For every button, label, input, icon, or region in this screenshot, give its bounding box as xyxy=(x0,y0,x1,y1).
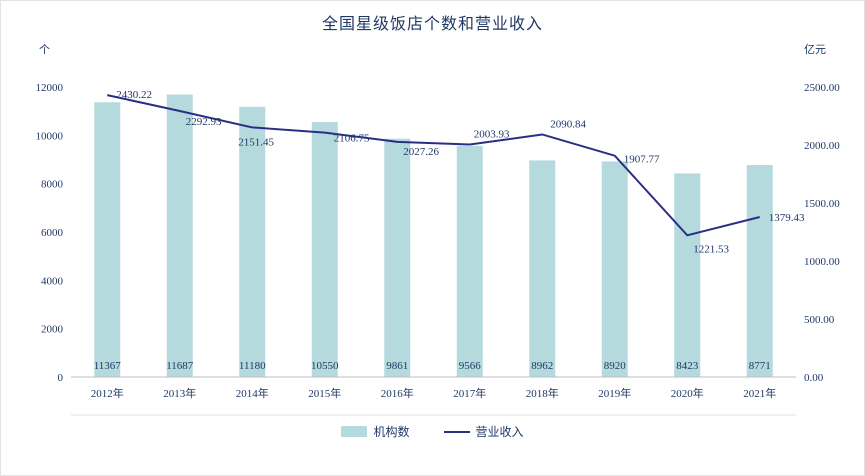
right-axis-tick: 2000.00 xyxy=(804,140,840,152)
line-value-label: 1907.77 xyxy=(624,154,660,166)
right-axis-unit: 亿元 xyxy=(804,43,826,56)
right-axis-tick: 500.00 xyxy=(804,314,835,326)
right-axis-tick: 1000.00 xyxy=(804,256,840,268)
line-value-label: 2292.93 xyxy=(186,116,222,128)
left-axis-tick: 10000 xyxy=(36,130,64,142)
legend-label-line: 营业收入 xyxy=(475,425,524,439)
x-axis-label: 2012年 xyxy=(91,386,124,400)
x-axis-label: 2019年 xyxy=(598,386,631,400)
bar-swatch-icon xyxy=(341,426,368,437)
x-axis-label: 2021年 xyxy=(743,386,776,400)
bar-value-label: 8771 xyxy=(749,360,771,372)
bar-value-label: 11180 xyxy=(239,360,266,372)
line-value-label: 2027.26 xyxy=(403,146,439,158)
chart-title: 全国星级饭店个数和营业收入 xyxy=(321,16,543,33)
x-axis-label: 2015年 xyxy=(308,386,341,400)
left-axis-tick: 0 xyxy=(58,372,64,384)
left-axis-unit: 个 xyxy=(39,43,50,56)
bar-value-label: 8920 xyxy=(604,360,627,372)
bar xyxy=(94,102,121,378)
revenue-line xyxy=(107,94,760,237)
bar xyxy=(239,106,266,378)
bar xyxy=(311,122,338,378)
bar xyxy=(746,165,773,377)
legend-item-bars[interactable]: 机构数 xyxy=(341,423,410,440)
x-axis-label: 2018年 xyxy=(526,386,559,400)
bar xyxy=(166,94,193,378)
line-swatch-icon xyxy=(443,430,470,433)
bar-value-label: 8962 xyxy=(531,360,553,372)
left-axis-tick: 4000 xyxy=(41,275,64,287)
left-axis-tick: 8000 xyxy=(41,179,64,191)
bar-value-label: 8423 xyxy=(676,360,699,372)
x-axis-label: 2020年 xyxy=(671,386,704,400)
bar-value-label: 9566 xyxy=(459,360,482,372)
x-axis-label: 2014年 xyxy=(236,386,269,400)
line-value-label: 1379.43 xyxy=(769,212,805,224)
right-axis-tick: 0.00 xyxy=(804,372,824,384)
right-axis-tick: 1500.00 xyxy=(804,198,840,210)
left-axis-tick: 6000 xyxy=(41,227,64,239)
bar xyxy=(674,173,701,377)
line-value-label: 2430.22 xyxy=(116,89,152,101)
x-axis-label: 2017年 xyxy=(453,386,486,400)
bar-value-label: 9861 xyxy=(386,360,408,372)
left-axis-tick: 12000 xyxy=(36,82,64,94)
bar xyxy=(384,138,411,377)
bar xyxy=(601,161,628,377)
x-axis-label: 2016年 xyxy=(381,386,414,400)
bar-value-label: 11687 xyxy=(166,360,194,372)
bar-value-label: 11367 xyxy=(94,360,122,372)
legend-label-bars: 机构数 xyxy=(373,425,410,439)
line-value-label: 1221.53 xyxy=(693,243,729,255)
legend-item-line[interactable]: 营业收入 xyxy=(443,423,524,440)
left-axis-tick: 2000 xyxy=(41,324,64,336)
right-axis-tick: 2500.00 xyxy=(804,82,840,94)
bar xyxy=(529,160,556,377)
bar-value-label: 10550 xyxy=(311,360,339,372)
legend: 机构数 营业收入 xyxy=(1,423,864,440)
line-value-label: 2106.75 xyxy=(334,133,370,145)
bar xyxy=(456,145,483,377)
combo-chart: 个 亿元 0 2000 4000 6000 8000 10000 12000 0.00 500.00… xyxy=(36,43,840,416)
x-axis-label: 2013年 xyxy=(163,386,196,400)
line-value-label: 2090.84 xyxy=(550,118,586,130)
line-value-label: 2003.93 xyxy=(474,129,510,141)
line-value-label: 2151.45 xyxy=(238,136,274,148)
